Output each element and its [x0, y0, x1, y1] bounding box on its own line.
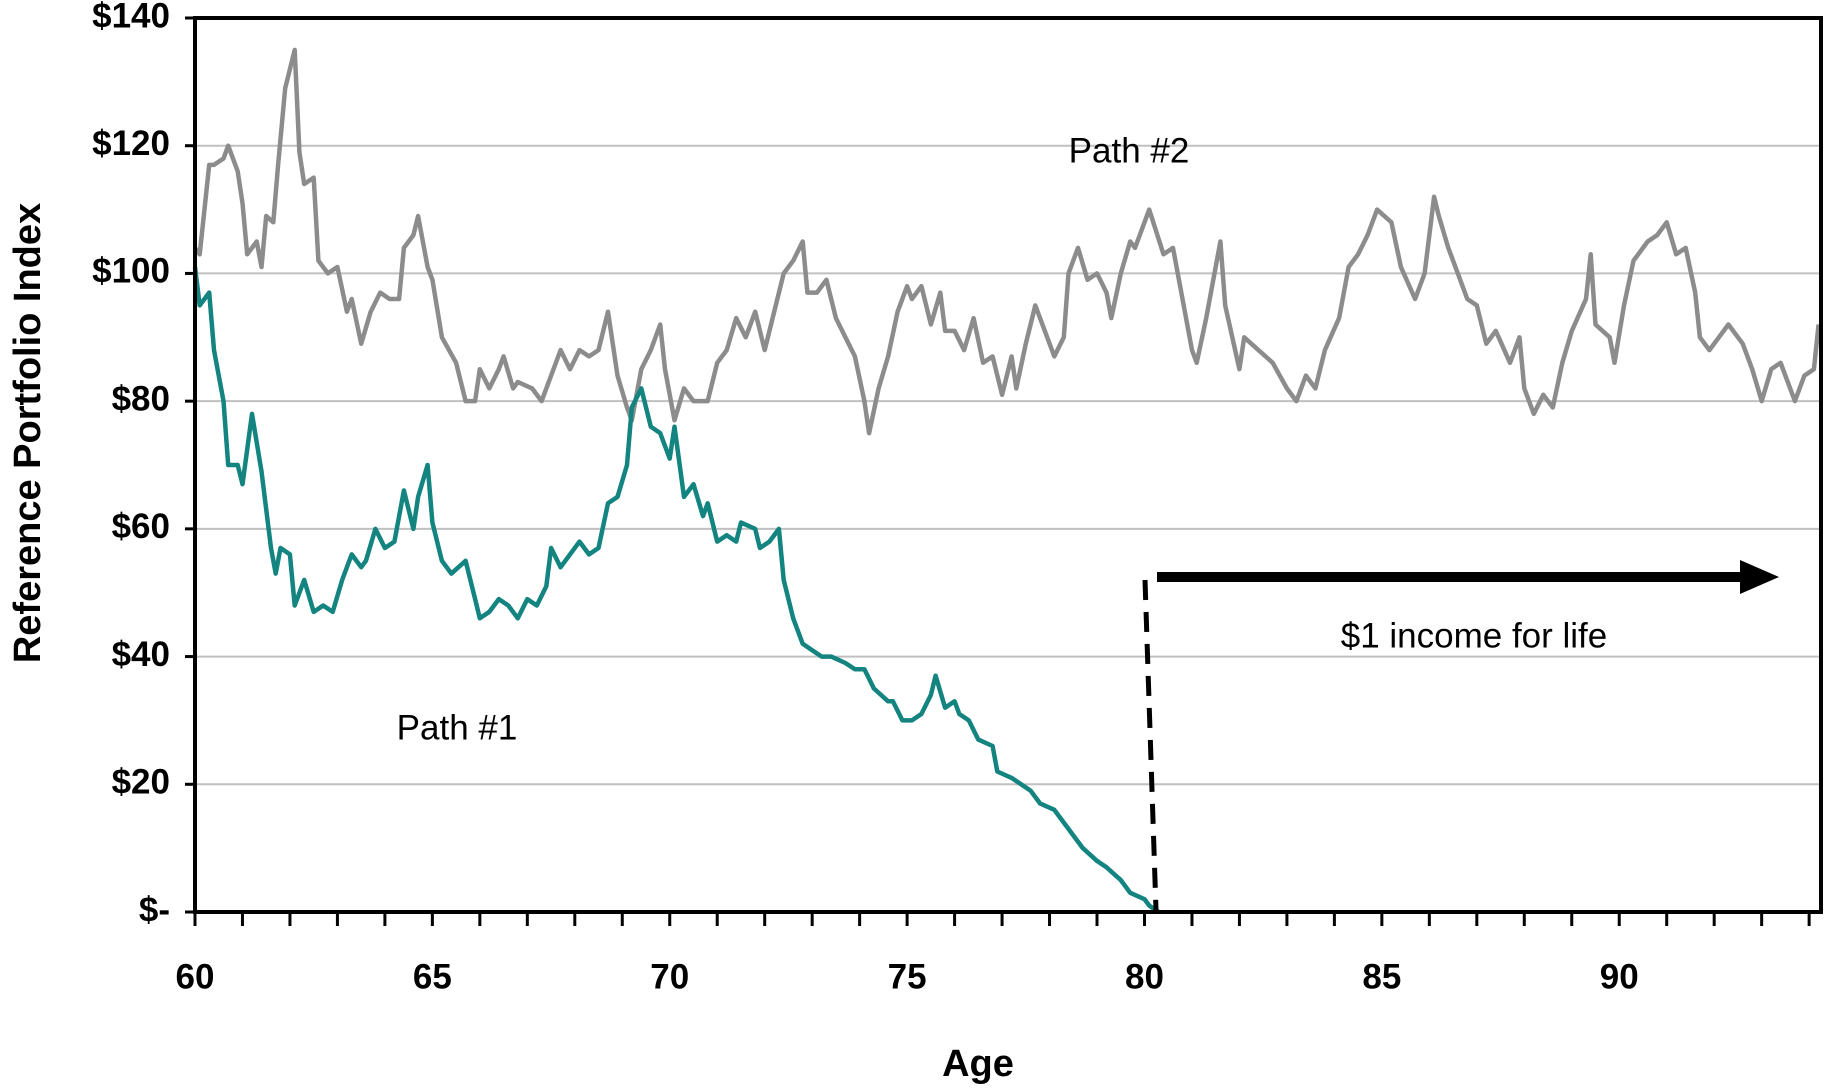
- lines: [192, 47, 1821, 914]
- annotation: $1 income for life: [1341, 616, 1608, 655]
- arrow-head: [1740, 560, 1779, 594]
- y-tick-label: $40: [112, 635, 170, 674]
- plot-frame: [193, 16, 1823, 914]
- y-tick-label: $120: [92, 124, 170, 163]
- y-tick-label: $80: [112, 379, 170, 418]
- annotation: Path #2: [1069, 131, 1190, 170]
- x-tick-label: 65: [413, 957, 452, 996]
- dashed-marker: [1142, 579, 1159, 911]
- series-line: [192, 266, 1160, 914]
- annotation: Path #1: [397, 708, 518, 747]
- y-tick-label: $20: [112, 763, 170, 802]
- y-tick-label: $100: [92, 252, 170, 291]
- ticks: $- $20 $40 $60 $80 $100 $120 $140 60 65 70 75 80 85 90: [92, 0, 1811, 996]
- series-line: [193, 47, 1821, 436]
- y-tick-label: $140: [92, 0, 170, 35]
- x-tick-label: 90: [1600, 957, 1639, 996]
- x-tick-label: 80: [1125, 957, 1164, 996]
- x-tick-label: 75: [888, 957, 927, 996]
- x-tick-label: 85: [1362, 957, 1401, 996]
- y-axis-title: Reference Portfolio Index: [7, 203, 49, 663]
- x-tick-label: 60: [176, 957, 215, 996]
- y-tick-label: $60: [112, 507, 170, 546]
- x-axis-title: Age: [942, 1043, 1014, 1085]
- x-tick-label: 70: [650, 957, 689, 996]
- y-tick-label: $-: [139, 890, 170, 929]
